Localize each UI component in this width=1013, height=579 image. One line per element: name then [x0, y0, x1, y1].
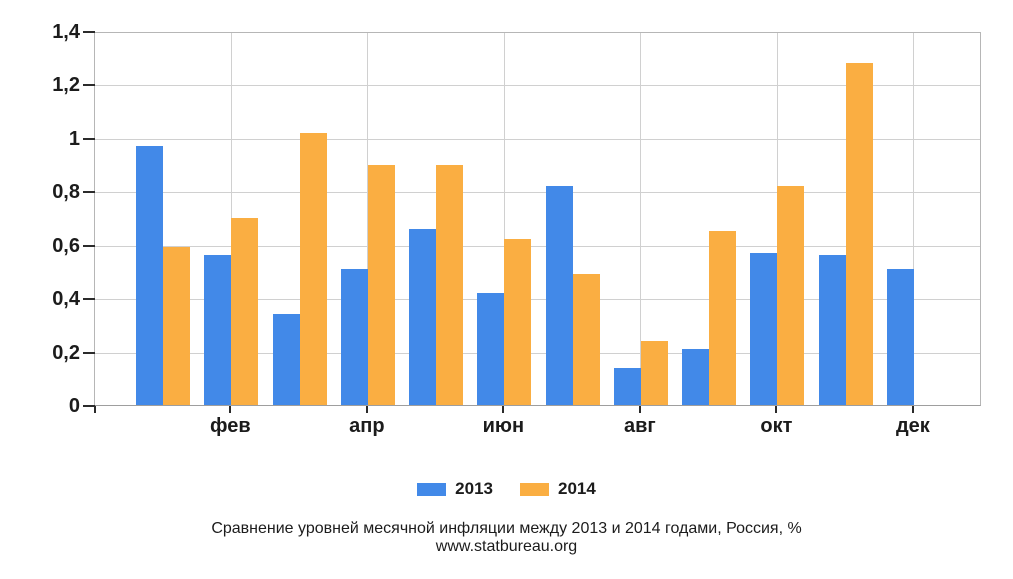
y-axis-label: 0,2: [52, 341, 80, 364]
x-axis-label: дек: [895, 415, 930, 437]
bar-2014-m8: [640, 340, 668, 405]
y-axis-tick: [83, 84, 95, 87]
x-axis-label: июн: [482, 415, 525, 437]
horizontal-gridline: [95, 352, 980, 354]
x-axis-label: фев: [210, 415, 251, 437]
bar-2013-m1: [136, 145, 164, 405]
y-axis-tick: [83, 31, 95, 33]
legend-swatch-2014: [520, 482, 549, 496]
y-axis-label: 1,2: [52, 74, 80, 97]
bar-2014-m11: [845, 63, 873, 405]
horizontal-gridline: [95, 85, 980, 87]
bar-2014-m1: [163, 247, 191, 405]
bar-2014-m7: [572, 274, 600, 405]
bar-2014-m4: [367, 164, 395, 405]
x-axis-label: апр: [349, 415, 385, 437]
chart-source-url: www.statbureau.org: [435, 537, 578, 555]
y-axis-tick: [83, 191, 95, 194]
caption: Сравнение уровней месячной инфляции межд…: [0, 520, 1013, 555]
bar-2014-m3: [299, 132, 327, 405]
y-axis-label: 0,6: [52, 234, 80, 257]
x-axis-origin-tick: [94, 406, 96, 413]
horizontal-gridline: [95, 192, 980, 194]
bar-2013-m4: [340, 268, 368, 405]
bar-2014-m6: [504, 239, 532, 405]
x-axis-tick: [911, 406, 914, 413]
bar-2013-m11: [818, 255, 846, 405]
x-axis-tick: [775, 406, 778, 413]
bar-2013-m9: [682, 348, 710, 405]
legend-item-2014: 2014: [520, 479, 596, 499]
y-axis-tick: [83, 137, 95, 140]
horizontal-gridline: [95, 299, 980, 301]
vertical-gridline: [913, 33, 915, 405]
x-axis-tick: [638, 406, 641, 413]
legend: 2013 2014: [0, 477, 1013, 501]
horizontal-gridline: [95, 138, 980, 140]
bar-2013-m2: [204, 255, 232, 405]
y-axis-label: 0,4: [52, 288, 80, 311]
vertical-gridline: [640, 33, 642, 405]
x-axis-tick: [365, 406, 368, 413]
legend-item-2013: 2013: [417, 479, 493, 499]
legend-label-2013: 2013: [455, 479, 493, 498]
y-axis-tick: [83, 351, 95, 354]
y-axis-label: 0,8: [52, 181, 80, 204]
plot-area: [94, 32, 981, 406]
horizontal-gridline: [95, 245, 980, 247]
x-axis-label: авг: [624, 415, 656, 437]
x-axis-tick: [229, 406, 232, 413]
bar-2013-m10: [750, 252, 778, 405]
bar-2013-m12: [886, 268, 914, 405]
chart-title: Сравнение уровней месячной инфляции межд…: [211, 520, 802, 537]
bar-2014-m9: [709, 231, 737, 405]
y-axis-label: 1,4: [52, 21, 80, 43]
x-axis-tick: [502, 406, 505, 413]
vertical-gridline: [503, 33, 505, 405]
bar-2014-m10: [777, 185, 805, 405]
y-axis-tick: [83, 244, 95, 247]
legend-swatch-2013: [417, 482, 447, 496]
y-axis-label: 0: [68, 395, 80, 417]
bar-2013-m8: [613, 367, 641, 405]
x-axis-label: окт: [760, 415, 793, 437]
bar-2013-m7: [545, 185, 573, 405]
bar-2014-m5: [436, 164, 464, 405]
y-axis-tick: [83, 298, 95, 301]
y-axis-tick: [83, 405, 95, 407]
bar-2013-m3: [272, 314, 300, 405]
y-axis-label: 1: [68, 127, 80, 150]
bar-2013-m6: [477, 292, 505, 405]
bar-2014-m2: [231, 218, 259, 405]
bar-2013-m5: [409, 228, 437, 405]
legend-label-2014: 2014: [558, 479, 596, 498]
